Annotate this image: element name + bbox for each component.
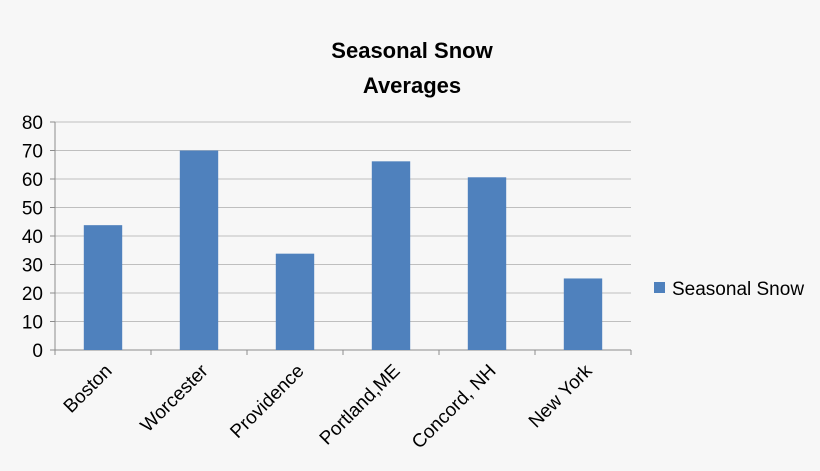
x-category-label: New York	[525, 360, 597, 432]
x-category-label: Providence	[226, 361, 308, 443]
y-tick-label: 70	[22, 142, 43, 163]
x-category-label: Worcester	[137, 360, 213, 436]
y-tick-label: 60	[22, 170, 43, 191]
chart-title-line-2: Averages	[363, 73, 461, 98]
bar	[275, 253, 315, 350]
x-category-label: Portland,ME	[316, 361, 405, 450]
y-tick-label: 80	[22, 113, 43, 134]
y-tick-label: 0	[32, 341, 43, 362]
legend-label: Seasonal Snow	[672, 279, 804, 300]
x-axis-categories: Boston Worcester Providence Portland,ME Conc…	[60, 360, 597, 453]
chart-title-line-1: Seasonal Snow	[331, 38, 493, 63]
bar	[83, 225, 123, 350]
y-axis-ticks: 0 10 20 30 40 50 60 70 80	[22, 113, 43, 362]
x-category-label: Concord, NH	[408, 361, 501, 454]
legend: Seasonal Snow	[654, 279, 804, 300]
gridlines	[55, 121, 631, 322]
x-category-label: Boston	[60, 361, 117, 418]
y-tick-label: 30	[22, 256, 43, 277]
bar	[371, 161, 411, 350]
y-tick-label: 20	[22, 284, 43, 305]
y-tick-label: 50	[22, 199, 43, 220]
bar	[467, 177, 507, 350]
axes	[50, 121, 632, 355]
bar	[179, 150, 219, 350]
bar	[563, 278, 603, 350]
y-tick-label: 40	[22, 227, 43, 248]
bars	[83, 150, 603, 350]
y-tick-label: 10	[22, 313, 43, 334]
legend-swatch	[654, 282, 665, 293]
